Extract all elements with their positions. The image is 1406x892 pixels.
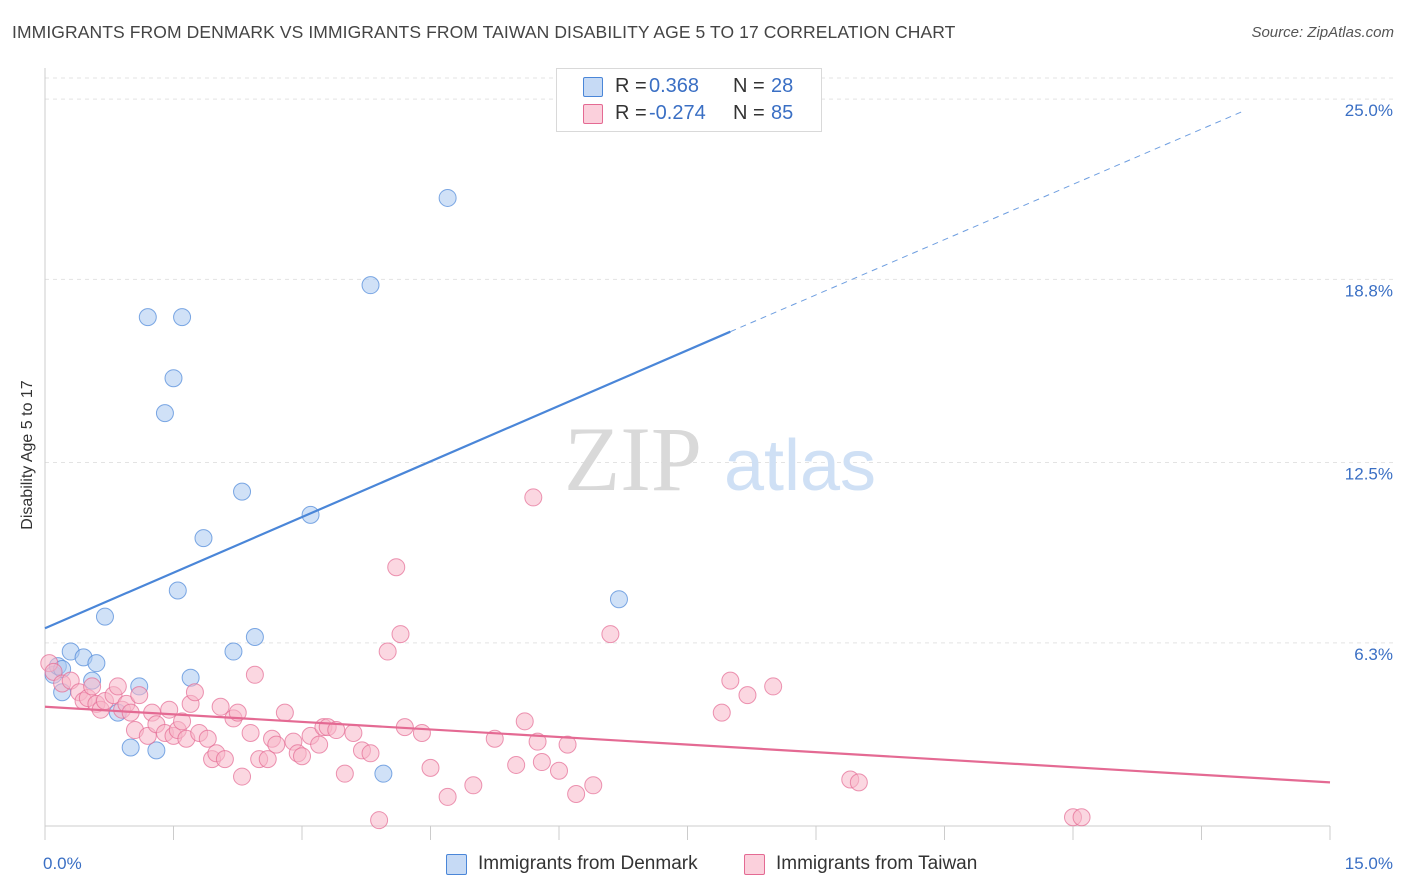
denmark-point [224, 642, 243, 661]
y-tick-label: 12.5% [1345, 465, 1393, 484]
denmark-trend-extension [730, 110, 1245, 333]
trend-lines [44, 110, 1331, 784]
taiwan-point [584, 776, 603, 795]
taiwan-point [378, 642, 397, 661]
gridlines [45, 77, 1395, 644]
denmark-point [138, 308, 157, 327]
denmark-point [438, 188, 457, 207]
denmark-point [194, 529, 213, 548]
taiwan-point [387, 558, 406, 577]
n-value: 85 [771, 102, 794, 124]
denmark-point [164, 369, 183, 388]
denmark-point [121, 738, 140, 757]
taiwan-point [361, 744, 380, 763]
taiwan-swatch [744, 854, 765, 875]
y-tick-label: 18.8% [1345, 281, 1393, 300]
denmark-point [95, 607, 114, 626]
denmark-point [361, 276, 380, 295]
taiwan-point [185, 683, 204, 702]
taiwan-point [849, 773, 868, 792]
taiwan-swatch [583, 104, 603, 124]
n-label: N = [733, 75, 765, 97]
taiwan-point [293, 747, 311, 766]
taiwan-point [567, 785, 586, 804]
r-value: 0.368 [649, 75, 700, 97]
x-tick-label: 15.0% [1345, 854, 1393, 873]
taiwan-point [524, 488, 543, 507]
taiwan-point [370, 811, 389, 830]
y-tick-label: 25.0% [1345, 101, 1393, 120]
taiwan-point [267, 735, 286, 754]
taiwan-point [83, 677, 102, 696]
taiwan-point [310, 735, 329, 754]
denmark-point [233, 482, 252, 501]
taiwan-point [215, 750, 234, 769]
tick-labels: 6.3% 12.5% 18.8% 25.0% 0.0% 15.0% [43, 101, 1393, 873]
denmark-point [168, 581, 187, 600]
denmark-point [87, 654, 106, 673]
denmark-point [147, 741, 166, 760]
taiwan-point [764, 677, 783, 696]
taiwan-point [721, 671, 740, 690]
taiwan-point [550, 761, 568, 780]
taiwan-point [335, 764, 354, 783]
n-value: 28 [771, 75, 794, 97]
taiwan-point [258, 750, 277, 769]
taiwan-point [275, 703, 294, 722]
taiwan-point [173, 712, 192, 731]
taiwan-point [130, 686, 149, 705]
y-axis-label: Disability Age 5 to 17 [19, 380, 36, 530]
denmark-point [173, 308, 192, 327]
denmark-trend-line [44, 330, 731, 630]
taiwan-point [211, 697, 230, 716]
taiwan-point [344, 723, 363, 742]
taiwan-point [1072, 808, 1091, 827]
x-tick-label: 0.0% [43, 854, 82, 873]
taiwan-point [528, 732, 547, 751]
legend-label: Immigrants from Denmark [478, 853, 698, 874]
taiwan-point [241, 723, 260, 742]
taiwan-point [233, 767, 252, 786]
taiwan-point [464, 776, 483, 795]
axes [44, 68, 1331, 840]
watermark-atlas: atlas [724, 426, 876, 506]
denmark-point [245, 628, 264, 646]
taiwan-point [198, 729, 217, 748]
r-label: R = [615, 102, 647, 124]
chart-title: IMMIGRANTS FROM DENMARK VS IMMIGRANTS FR… [12, 22, 956, 42]
taiwan-trend-line [44, 705, 1331, 784]
legend-label: Immigrants from Taiwan [776, 853, 978, 874]
watermark: ZIP atlas [564, 408, 876, 510]
r-value: -0.274 [649, 102, 706, 124]
taiwan-point [421, 758, 440, 777]
denmark-point [155, 404, 174, 423]
taiwan-point [507, 755, 526, 774]
denmark-point [609, 590, 628, 609]
taiwan-point [532, 753, 551, 772]
taiwan-point [738, 686, 757, 705]
taiwan-point [412, 723, 431, 742]
taiwan-point [712, 703, 731, 722]
r-label: R = [615, 75, 647, 97]
taiwan-point [438, 787, 457, 806]
stats-legend: R = 0.368 N = 28 R = -0.274 N = 85 [556, 68, 822, 132]
taiwan-point [558, 735, 577, 754]
taiwan-point [391, 625, 410, 644]
source-credit: Source: ZipAtlas.com [1251, 24, 1394, 41]
y-tick-label: 6.3% [1354, 645, 1393, 664]
taiwan-point [245, 665, 264, 684]
taiwan-point [601, 625, 620, 644]
watermark-zip: ZIP [564, 408, 702, 510]
denmark-swatch [583, 77, 603, 97]
taiwan-point [327, 721, 346, 740]
taiwan-point [515, 712, 534, 731]
taiwan-point [108, 677, 127, 696]
denmark-point [374, 764, 393, 783]
denmark-swatch [446, 854, 467, 875]
n-label: N = [733, 102, 765, 124]
